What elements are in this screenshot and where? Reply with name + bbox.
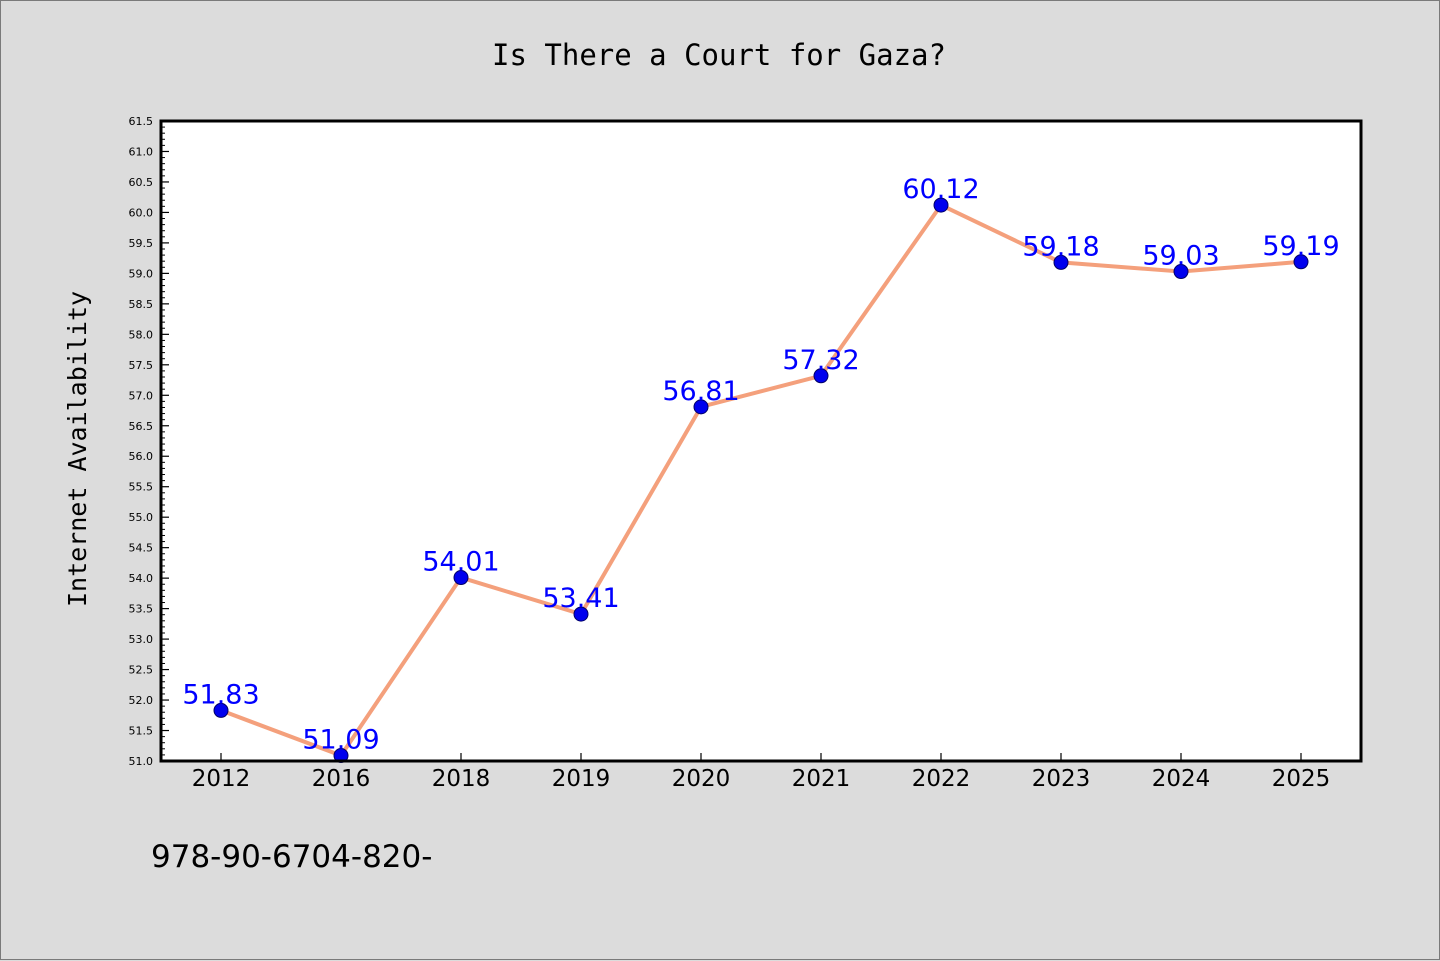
plot-area (161, 121, 1361, 761)
data-point (333, 748, 349, 764)
y-tick-label: 60.0 (129, 206, 154, 219)
x-tick-label: 2020 (672, 766, 731, 792)
series-line-group (213, 197, 1309, 764)
y-tick-label: 51.0 (129, 755, 154, 768)
y-tick-label: 59.5 (129, 237, 154, 250)
y-tick-label: 57.0 (129, 389, 154, 402)
data-point (1053, 254, 1069, 270)
x-tick-label: 2019 (552, 766, 611, 792)
data-label: 60.12 (902, 174, 979, 205)
y-tick-label: 55.5 (129, 481, 154, 494)
chart-title: Is There a Court for Gaza? (492, 38, 946, 72)
y-tick-label: 54.5 (129, 542, 154, 555)
data-label: 59.19 (1262, 231, 1339, 262)
x-tick-label: 2022 (912, 766, 971, 792)
y-tick-label: 55.0 (129, 511, 154, 524)
data-labels: 51.83 51.09 54.01 53.41 56.81 57.32 60.12 59.18… (182, 174, 1339, 755)
y-tick-label: 58.0 (129, 328, 154, 341)
y-tick-label: 51.5 (129, 725, 154, 738)
data-label: 59.18 (1022, 231, 1099, 262)
y-tick-label: 54.0 (129, 572, 154, 585)
x-tick-label: 2012 (192, 766, 251, 792)
data-point (1293, 254, 1309, 270)
y-tick-label: 53.0 (129, 633, 154, 646)
x-tick-label: 2023 (1032, 766, 1091, 792)
x-axis: 2012 2016 2018 2019 2020 2021 2022 2023 2024 2025 (192, 753, 1331, 792)
data-point (1173, 264, 1189, 280)
y-tick-label: 52.0 (129, 694, 154, 707)
data-label: 57.32 (782, 345, 859, 376)
data-label: 53.41 (542, 583, 619, 614)
x-tick-label: 2018 (432, 766, 491, 792)
data-label: 56.81 (662, 376, 739, 407)
plot-frame (159, 119, 1363, 763)
x-tick-label: 2025 (1272, 766, 1331, 792)
x-tick-label: 2021 (792, 766, 851, 792)
series-line (219, 203, 1303, 758)
x-tick-label: 2016 (312, 766, 371, 792)
data-point (453, 570, 469, 586)
y-tick-label: 60.5 (129, 176, 154, 189)
y-tick-label: 56.0 (129, 450, 154, 463)
y-tick-label: 52.5 (129, 664, 154, 677)
y-tick-label: 58.5 (129, 298, 154, 311)
y-tick-label: 53.5 (129, 603, 154, 616)
data-point (693, 399, 709, 415)
data-point (573, 606, 589, 622)
data-label: 51.83 (182, 679, 259, 710)
y-tick-label: 61.0 (129, 145, 154, 158)
x-tick-label: 2024 (1152, 766, 1211, 792)
y-axis-title: Internet Availability (63, 291, 92, 607)
data-point (213, 702, 229, 718)
data-point (813, 368, 829, 384)
data-label: 51.09 (302, 725, 379, 756)
y-tick-label: 57.5 (129, 359, 154, 372)
footer-code: 978-90-6704-820- (151, 839, 432, 875)
y-tick-label: 61.5 (129, 115, 154, 128)
data-point (933, 197, 949, 213)
y-tick-label: 59.0 (129, 267, 154, 280)
data-label: 54.01 (422, 547, 499, 578)
y-tick-label: 56.5 (129, 420, 154, 433)
data-label: 59.03 (1142, 241, 1219, 272)
